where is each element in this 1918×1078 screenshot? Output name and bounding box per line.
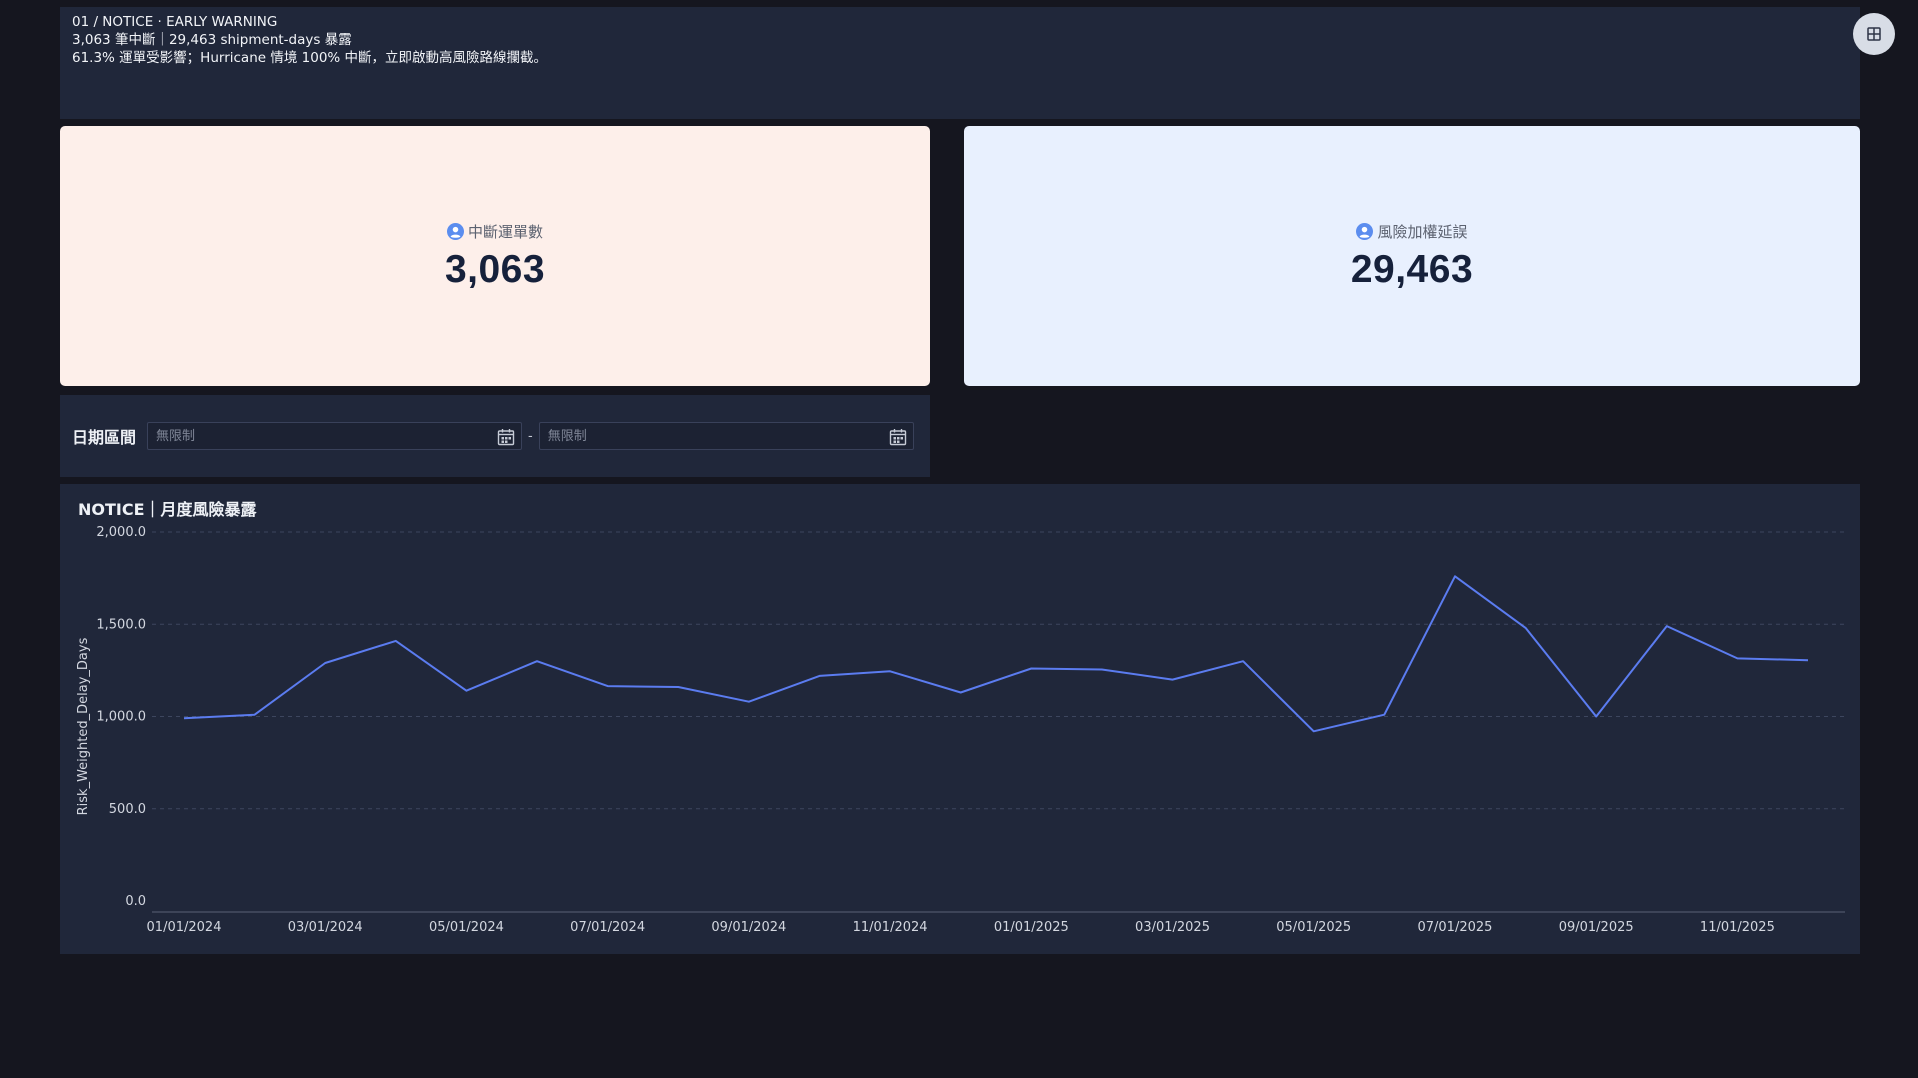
kpi-value: 29,463	[1350, 248, 1474, 291]
kpi-value: 3,063	[444, 248, 546, 291]
y-tick-label: 1,000.0	[96, 710, 146, 725]
user-circle-icon	[446, 222, 464, 240]
kpi-card-risk-weighted-delay: 風險加權延誤 29,463	[964, 126, 1860, 386]
notice-banner: 01 / NOTICE · EARLY WARNING 3,063 筆中斷｜29…	[60, 7, 1860, 119]
x-tick-label: 01/01/2024	[147, 920, 222, 935]
x-tick-label: 11/01/2025	[1700, 920, 1775, 935]
y-tick-label: 2,000.0	[96, 525, 146, 540]
x-tick-label: 11/01/2024	[853, 920, 928, 935]
end-date-input[interactable]	[539, 423, 913, 449]
kpi-label: 中斷運單數	[467, 222, 543, 241]
y-tick-label: 500.0	[109, 802, 146, 817]
banner-summary: 3,063 筆中斷｜29,463 shipment-days 暴露	[72, 32, 352, 48]
banner-action: 61.3% 運單受影響；Hurricane 情境 100% 中斷，立即啟動高風險…	[72, 50, 548, 66]
x-tick-label: 05/01/2025	[1276, 920, 1351, 935]
date-separator: -	[528, 428, 533, 444]
x-tick-label: 05/01/2024	[429, 920, 504, 935]
calendar-icon[interactable]	[497, 428, 515, 446]
chart-title: NOTICE｜月度風險暴露	[78, 500, 257, 519]
kpi-label: 風險加權延誤	[1377, 222, 1468, 241]
y-tick-label: 1,500.0	[96, 617, 146, 632]
start-date-input[interactable]	[148, 423, 522, 449]
date-range-filter: 日期區間 -	[60, 395, 930, 477]
banner-title: 01 / NOTICE · EARLY WARNING	[72, 14, 278, 30]
filter-label: 日期區間	[72, 428, 137, 447]
x-tick-label: 01/01/2025	[994, 920, 1069, 935]
calendar-icon[interactable]	[889, 428, 907, 446]
x-tick-label: 09/01/2025	[1559, 920, 1634, 935]
kpi-card-interrupted-shipments: 中斷運單數 3,063	[60, 126, 930, 386]
table-view-button[interactable]	[1853, 13, 1895, 55]
x-tick-label: 07/01/2025	[1417, 920, 1492, 935]
end-date-field[interactable]	[538, 422, 914, 450]
line-chart: 0.0 500.0 1,000.0 1,500.0 2,000.0 01/01/2024 0…	[76, 525, 1845, 935]
start-date-field[interactable]	[147, 422, 523, 450]
x-tick-label: 07/01/2024	[570, 920, 645, 935]
grid-table-icon	[1867, 27, 1881, 41]
y-axis-title: Risk_Weighted_Delay_Days	[76, 637, 91, 815]
x-tick-label: 09/01/2024	[711, 920, 786, 935]
x-tick-label: 03/01/2024	[288, 920, 363, 935]
user-circle-icon	[1356, 222, 1374, 240]
series-line	[183, 575, 1809, 733]
monthly-risk-chart-panel: NOTICE｜月度風險暴露 0.0 500.0 1,000.0 1,500.0 2,00…	[60, 484, 1860, 954]
y-tick-label: 0.0	[125, 894, 146, 909]
x-tick-label: 03/01/2025	[1135, 920, 1210, 935]
